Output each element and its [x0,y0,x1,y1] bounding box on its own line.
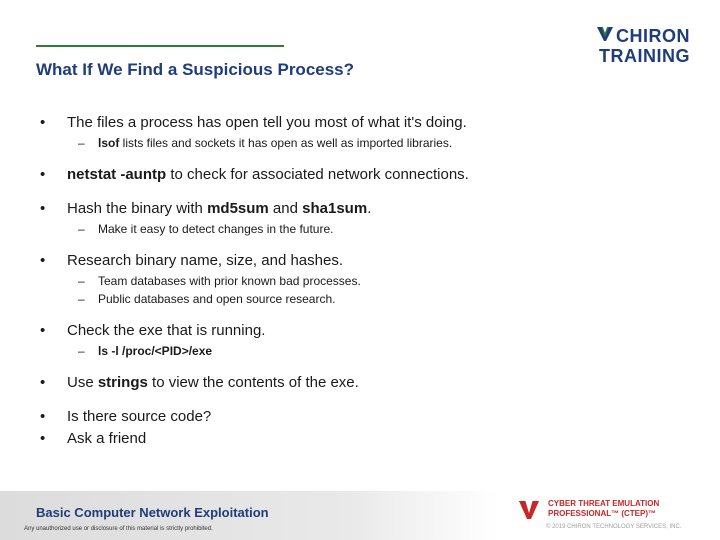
bullet-3-text2: and [268,200,303,217]
sub-1-1-bold: lsof [98,136,120,150]
footer-notice: Any unauthorized use or disclosure of th… [24,526,213,532]
logo-line1: CHIRON [616,25,690,46]
footer-course-title: Basic Computer Network Exploitation [36,505,269,520]
sub-bullet-1-1: lsof lists files and sockets it has open… [40,135,680,151]
bullet-1-text: The files a process has open tell you mo… [67,114,467,131]
footer: Basic Computer Network Exploitation Any … [0,491,720,540]
bullet-2: netstat -auntp to check for associated n… [40,165,680,185]
sub-bullet-4-2: Public databases and open source researc… [40,291,680,307]
ctep-brand: CYBER THREAT EMULATION PROFESSIONAL™ (CT… [518,499,659,526]
sub-bullet-4-1: Team databases with prior known bad proc… [40,273,680,289]
sub-bullet-3-1: Make it easy to detect changes in the fu… [40,221,680,237]
sub-1-1-text: lists files and sockets it has open as w… [119,136,453,150]
bullet-2-bold: netstat -auntp [67,166,167,183]
ctep-line2: PROFESSIONAL™ (CTEP)™ [548,509,657,518]
sub-3-1-text: Make it easy to detect changes in the fu… [98,222,334,236]
sub-5-1-bold: ls -l /proc/<PID>/exe [98,344,213,358]
bullet-list: The files a process has open tell you mo… [40,113,680,449]
bullet-6: Use strings to view the contents of the … [40,373,680,393]
bullet-7: Is there source code? [40,407,680,427]
chiron-logo: CHIRON TRAINING [596,26,690,65]
sub-4-1-text: Team databases with prior known bad proc… [98,274,361,288]
bullet-3: Hash the binary with md5sum and sha1sum. [40,199,680,219]
title-rule [36,45,284,47]
bullet-3-bold2: sha1sum [302,200,368,217]
bullet-6-text2: to view the contents of the exe. [147,374,359,391]
chiron-v-icon [596,26,616,45]
bullet-4-text: Research binary name, size, and hashes. [67,252,343,269]
bullet-7-text: Is there source code? [67,408,212,425]
sub-bullet-5-1: ls -l /proc/<PID>/exe [40,343,680,359]
bullet-6-text1: Use [67,374,98,391]
footer-band [0,491,500,540]
bullet-2-text: to check for associated network connecti… [166,166,469,183]
bullet-6-bold: strings [97,374,148,391]
ctep-line1: CYBER THREAT EMULATION [548,499,660,508]
logo-line2: TRAINING [599,46,690,66]
copyright: © 2019 CHIRON TECHNOLOGY SERVICES, INC. [546,524,682,530]
bullet-8: Ask a friend [40,429,680,449]
bullet-5: Check the exe that is running. [40,321,680,341]
sub-4-2-text: Public databases and open source researc… [98,292,336,306]
bullet-3-text1: Hash the binary with [67,200,208,217]
bullet-3-bold1: md5sum [207,200,269,217]
bullet-1: The files a process has open tell you mo… [40,113,680,133]
bullet-4: Research binary name, size, and hashes. [40,251,680,271]
bullet-8-text: Ask a friend [67,430,147,447]
bullet-3-text3: . [367,200,372,217]
page-title: What If We Find a Suspicious Process? [36,60,355,79]
ctep-shield-icon [518,499,540,526]
bullet-5-text: Check the exe that is running. [67,322,266,339]
